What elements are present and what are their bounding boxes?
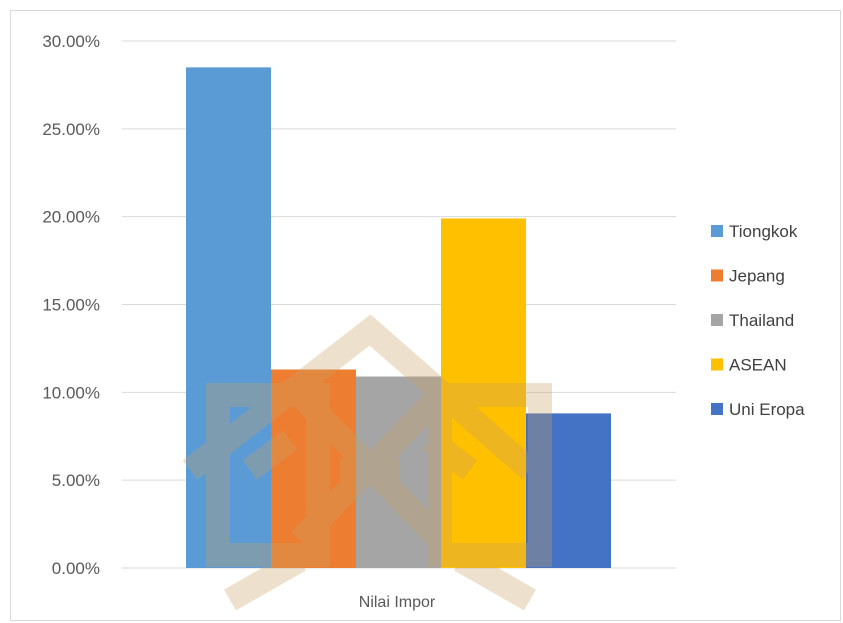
legend-label: Uni Eropa [729,400,805,419]
legend-item: Thailand [711,311,794,330]
bar-asean [441,218,526,568]
y-axis-ticks: 0.00% 5.00% 10.00% 15.00% 20.00% 25.00% 30.00% [42,32,100,578]
bar-uni-eropa [526,413,611,568]
x-category-label: Nilai Impor [359,594,436,611]
legend-swatch [711,269,723,282]
legend-swatch [711,358,723,371]
y-tick-label: 20.00% [42,208,100,227]
watermark-logo-icon [182,314,552,611]
legend-label: Thailand [729,311,794,330]
legend-label: Tiongkok [729,222,798,241]
legend-item: Uni Eropa [711,400,805,419]
y-tick-label: 5.00% [52,471,100,490]
legend-item: Jepang [711,267,785,286]
legend-label: ASEAN [729,356,787,375]
legend-swatch [711,403,723,415]
legend-swatch [711,225,723,237]
y-tick-label: 10.00% [42,383,100,402]
legend-item: ASEAN [711,356,787,375]
bar-jepang [271,369,356,568]
legend: Tiongkok Jepang Thailand ASEAN Uni Eropa [711,222,805,419]
legend-label: Jepang [729,267,785,286]
bar-thailand [356,376,441,568]
legend-swatch [711,314,723,326]
y-tick-label: 0.00% [52,559,100,578]
legend-item: Tiongkok [711,222,798,241]
y-tick-label: 25.00% [42,120,100,139]
bars [186,67,611,568]
y-tick-label: 30.00% [42,32,100,51]
y-tick-label: 15.00% [42,296,100,315]
bar-tiongkok [186,67,271,568]
